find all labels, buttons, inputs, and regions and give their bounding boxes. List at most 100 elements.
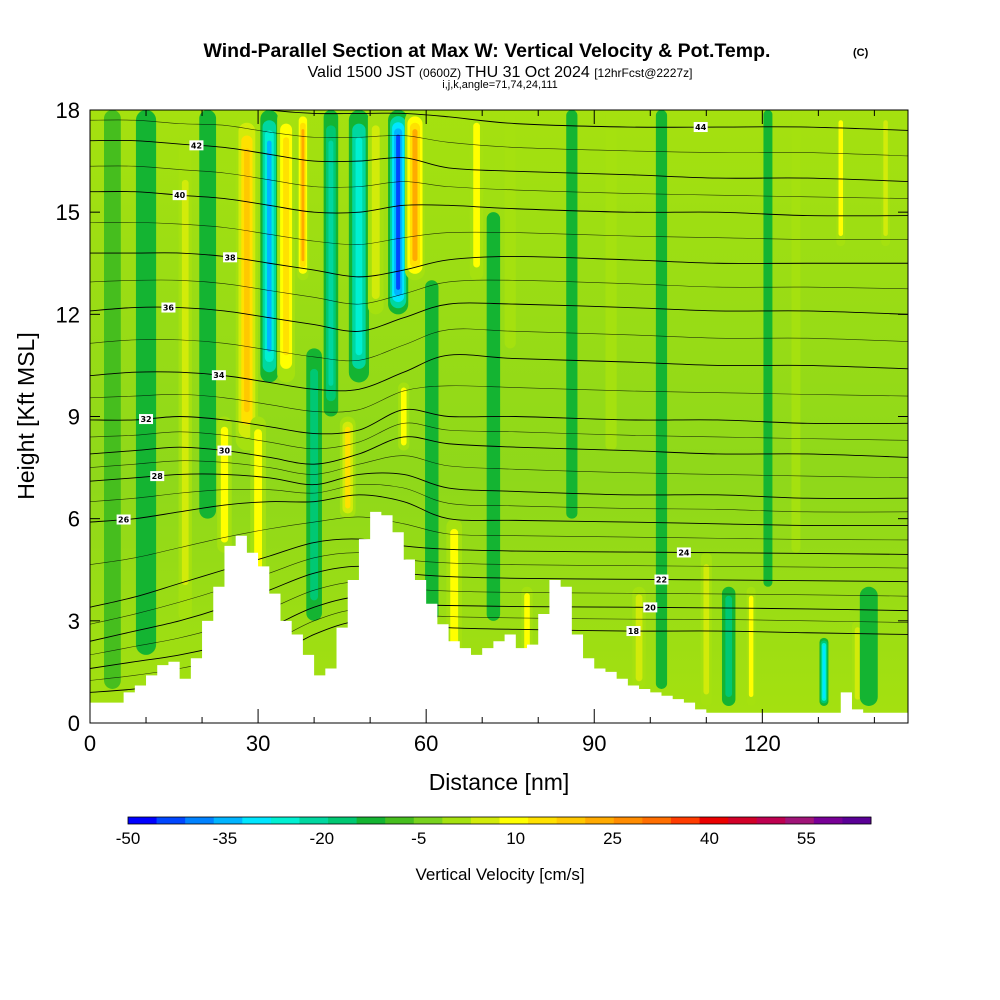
y-tick-label-15: 15: [56, 200, 80, 225]
colorbar-swatch-15: [556, 817, 586, 824]
colorbar-swatch-18: [642, 817, 672, 824]
x-tick-label-60: 60: [414, 731, 438, 756]
velocity-streak-47: [400, 387, 407, 446]
x-tick-label-90: 90: [582, 731, 606, 756]
velocity-streak-69: [791, 110, 801, 553]
contour-label-32: 32: [139, 414, 154, 425]
colorbar-tick-7: 55: [797, 829, 816, 848]
contour-label-bg: [189, 140, 204, 151]
contour-label-44: 44: [693, 122, 708, 133]
contour-label-text: 26: [118, 516, 130, 525]
y-tick-label-12: 12: [56, 302, 80, 327]
x-tick-label-120: 120: [744, 731, 781, 756]
contour-label-text: 30: [219, 447, 231, 456]
theta-contour-34: [90, 354, 908, 392]
title-mark: (C): [853, 47, 869, 59]
colorbar-swatch-3: [213, 817, 243, 824]
theta-contour-40: [90, 191, 908, 217]
velocity-streak-34: [355, 137, 363, 356]
theta-contour-minor-30: [90, 422, 908, 450]
velocity-streak-23: [301, 129, 305, 262]
velocity-streak-41: [396, 134, 401, 290]
contour-label-text: 22: [656, 576, 667, 585]
colorbar-tick-1: -35: [213, 829, 238, 848]
terrain-mask: [90, 511, 908, 723]
contour-label-22: 22: [654, 574, 669, 585]
velocity-field: [104, 110, 891, 706]
velocity-streak-61: [655, 110, 668, 689]
theta-contour-minor-34: [90, 328, 908, 362]
colorbar-swatch-9: [385, 817, 415, 824]
contour-label-text: 38: [224, 253, 236, 262]
colorbar-tick-2: -20: [310, 829, 335, 848]
contour-label-text: 24: [678, 548, 690, 557]
velocity-streak-80: [883, 120, 888, 237]
colorbar-swatch-5: [270, 817, 300, 824]
contour-label-bg: [172, 190, 187, 201]
colorbar-swatch-13: [499, 817, 529, 824]
contour-label-26: 26: [116, 514, 131, 525]
colorbar-swatch-6: [299, 817, 329, 824]
velocity-streak-0: [104, 110, 121, 689]
valid-time: Valid 1500 JST (0600Z) THU 31 Oct 2024 […: [308, 64, 693, 81]
theta-contour-minor-36: [90, 279, 908, 305]
colorbar-swatch-1: [156, 817, 186, 824]
contour-label-bg: [676, 547, 691, 558]
valid-utc: (0600Z): [419, 66, 461, 80]
contour-label-text: 32: [140, 415, 151, 424]
colorbar-tick-5: 25: [603, 829, 622, 848]
y-tick-label-18: 18: [56, 98, 80, 123]
velocity-streak-67: [748, 595, 754, 698]
theta-contour-minor-40: [90, 165, 908, 199]
velocity-streak-16: [267, 140, 272, 352]
colorbar-swatch-10: [413, 817, 443, 824]
theta-contour-32: [90, 408, 908, 435]
contour-label-text: 36: [163, 304, 175, 313]
colorbar-swatch-20: [699, 817, 729, 824]
colorbar-swatch-17: [613, 817, 643, 824]
contour-label-bg: [211, 370, 226, 381]
velocity-streak-3: [181, 179, 189, 586]
colorbar-swatch-21: [728, 817, 758, 824]
theta-contour-26: [90, 494, 908, 527]
colorbar-swatch-11: [442, 817, 472, 824]
contour-label-text: 44: [695, 123, 707, 132]
colorbar-swatch-12: [470, 817, 500, 824]
colorbar-swatch-25: [842, 817, 872, 824]
contour-label-bg: [626, 626, 641, 637]
velocity-streak-63: [703, 564, 710, 695]
colorbar-swatch-23: [785, 817, 815, 824]
x-tick-label-0: 0: [84, 731, 96, 756]
contour-label-34: 34: [211, 370, 226, 381]
theta-contour-minor-32: [90, 385, 908, 413]
contour-label-bg: [223, 252, 238, 263]
contour-label-38: 38: [223, 252, 238, 263]
velocity-streak-73: [822, 645, 826, 699]
theta-contour-minor-38: [90, 221, 908, 245]
contour-label-36: 36: [161, 302, 176, 313]
velocity-streak-36: [371, 125, 380, 300]
velocity-streak-50: [450, 528, 459, 645]
velocity-streak-68: [763, 110, 773, 587]
velocity-streak-12: [254, 429, 263, 575]
colorbar-label: Vertical Velocity [cm/s]: [415, 865, 584, 884]
y-tick-label-9: 9: [68, 405, 80, 430]
contour-label-18: 18: [626, 626, 641, 637]
contour-labels: 18 20 22 24 26 28 30 32 34 36 38 40 42 44: [116, 122, 708, 637]
colorbar-swatch-19: [670, 817, 700, 824]
theta-contour-minor-42: [90, 119, 908, 157]
velocity-streak-65: [725, 595, 733, 698]
theta-contour-38: [90, 252, 908, 278]
valid-date: THU 31 Oct 2024: [465, 64, 590, 81]
plot-area: [90, 110, 908, 723]
velocity-streak-4: [199, 110, 217, 519]
contour-label-40: 40: [172, 190, 187, 201]
velocity-streak-28: [328, 140, 334, 386]
velocity-streak-1: [135, 110, 157, 655]
y-tick-label-6: 6: [68, 507, 80, 532]
velocity-streak-77: [854, 627, 861, 700]
x-axis-label: Distance [nm]: [429, 769, 570, 795]
velocity-streak-45: [412, 129, 418, 262]
colorbar: -50 -35 -20 -5 10 25 40 55: [116, 816, 872, 848]
